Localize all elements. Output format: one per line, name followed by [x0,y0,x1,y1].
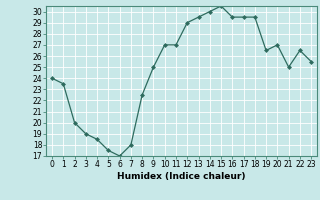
X-axis label: Humidex (Indice chaleur): Humidex (Indice chaleur) [117,172,246,181]
